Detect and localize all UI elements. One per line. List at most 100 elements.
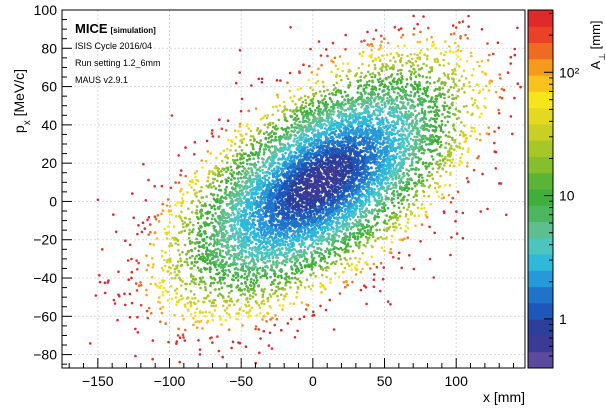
scatter-point <box>440 123 444 126</box>
scatter-point <box>405 120 408 123</box>
scatter-point <box>290 115 293 119</box>
scatter-point <box>415 135 419 138</box>
scatter-point <box>310 71 314 74</box>
scatter-point <box>301 270 304 273</box>
scatter-point <box>175 292 178 295</box>
scatter-point <box>264 145 267 148</box>
scatter-point <box>188 183 191 187</box>
scatter-point <box>377 48 381 51</box>
scatter-point <box>412 138 415 142</box>
scatter-point <box>296 285 300 289</box>
scatter-point <box>270 145 274 148</box>
scatter-point <box>238 307 242 311</box>
scatter-point <box>353 104 357 107</box>
scatter-point <box>428 119 431 122</box>
scatter-point <box>400 238 404 241</box>
scatter-point <box>218 271 221 275</box>
scatter-point <box>327 255 331 259</box>
scatter-point <box>441 130 445 134</box>
scatter-point <box>195 170 199 173</box>
scatter-point <box>408 69 411 73</box>
scatter-point <box>387 121 390 125</box>
scatter-point <box>188 228 191 232</box>
scatter-point <box>359 270 363 274</box>
scatter-point <box>302 315 306 319</box>
scatter-point <box>292 302 296 306</box>
scatter-point <box>469 51 473 55</box>
scatter-point <box>167 340 170 344</box>
scatter-point <box>414 109 417 113</box>
scatter-point <box>497 111 501 115</box>
scatter-point <box>248 239 252 242</box>
scatter-point <box>400 57 403 60</box>
scatter-point <box>324 229 327 233</box>
scatter-point <box>208 270 212 274</box>
scatter-point <box>433 89 436 92</box>
scatter-point <box>227 220 230 224</box>
scatter-point <box>381 110 385 114</box>
scatter-point <box>414 224 417 227</box>
scatter-point <box>400 266 404 270</box>
scatter-point <box>166 270 170 273</box>
scatter-point <box>304 105 307 108</box>
scatter-point <box>361 252 364 255</box>
scatter-point <box>434 181 437 185</box>
scatter-point <box>256 160 260 164</box>
scatter-point <box>351 250 355 253</box>
scatter-point <box>372 105 375 109</box>
scatter-point <box>427 70 431 74</box>
scatter-point <box>225 260 228 264</box>
scatter-point <box>266 260 269 263</box>
scatter-point <box>272 105 275 109</box>
scatter-point <box>178 276 181 280</box>
scatter-point <box>181 250 184 254</box>
scatter-point <box>300 96 303 100</box>
scatter-point <box>210 217 214 221</box>
scatter-point <box>180 197 184 200</box>
scatter-point <box>394 60 397 63</box>
scatter-point <box>171 276 174 280</box>
scatter-point <box>212 193 216 196</box>
scatter-point <box>410 124 414 128</box>
scatter-point <box>315 238 318 242</box>
scatter-point <box>190 178 194 182</box>
scatter-point <box>365 83 369 86</box>
scatter-point <box>301 100 305 104</box>
scatter-point <box>131 192 134 195</box>
scatter-point <box>370 96 374 100</box>
scatter-point <box>353 109 357 112</box>
scatter-point <box>214 248 217 251</box>
scatter-point <box>375 191 379 195</box>
scatter-point <box>234 266 238 270</box>
scatter-point <box>363 92 367 95</box>
scatter-point <box>320 256 323 260</box>
scatter-point <box>176 334 180 337</box>
scatter-point <box>450 236 453 239</box>
scatter-point <box>234 227 237 230</box>
scatter-point <box>383 37 386 40</box>
scatter-point <box>238 165 241 168</box>
scatter-point <box>443 74 447 77</box>
scatter-point <box>367 70 370 74</box>
scatter-point <box>171 264 175 267</box>
scatter-point <box>245 159 249 162</box>
scatter-point <box>385 77 388 81</box>
scatter-point <box>397 54 400 58</box>
scatter-point <box>258 266 262 270</box>
scatter-point <box>440 82 443 85</box>
scatter-point <box>454 96 458 100</box>
scatter-point <box>377 197 381 200</box>
scatter-point <box>494 90 498 94</box>
scatter-point <box>484 84 488 88</box>
scatter-point <box>210 186 213 189</box>
scatter-point <box>406 198 409 202</box>
scatter-point <box>195 254 198 258</box>
scatter-point <box>325 247 329 250</box>
scatter-point <box>242 187 246 190</box>
scatter-point <box>209 259 212 262</box>
scatter-point <box>370 244 374 248</box>
scatter-point <box>402 206 406 210</box>
scatter-point <box>193 264 196 267</box>
scatter-point <box>196 179 200 183</box>
scatter-point <box>242 156 245 160</box>
